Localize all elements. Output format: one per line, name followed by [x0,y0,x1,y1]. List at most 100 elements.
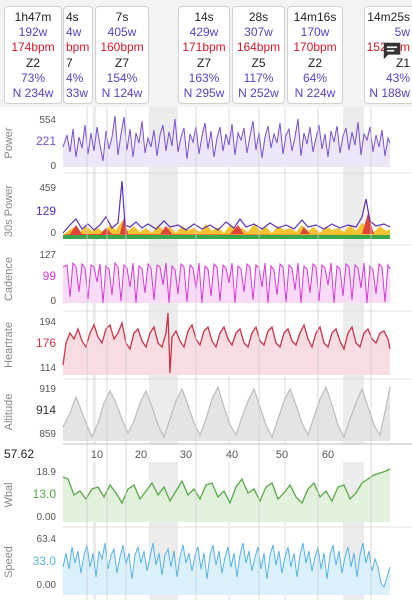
lap-normalized-power: N 224w [294,86,336,101]
lap-normalized-power: N 234w [12,86,54,101]
lap-heartrate: 171bpm [182,40,226,55]
lap-power: 170w [300,25,330,40]
lap-normalized-power: 33w [66,86,89,101]
power30-tick-max: 459 [39,183,56,194]
lap-zone: Z1 [395,55,410,70]
lap-card[interactable]: 14m16s 170w 170bpm Z2 64% N 224w [287,6,343,104]
x-axis: 57.62 10 20 30 40 50 60 [0,443,412,462]
lap-heartrate: bpm [66,40,90,55]
speed-tick-max: 63.4 [37,534,57,545]
wbal-tick-current: 13.0 [33,487,57,501]
lap-zone: Z2 [25,55,40,70]
lap-heartrate: 164bpm [236,40,281,55]
lap-card[interactable]: 1h47m 192w 174bpm Z2 73% N 234w [4,6,62,104]
lap-duration: 1h47m [14,10,52,24]
power-area [63,116,390,167]
lap-heartrate: 170bpm [293,40,337,55]
heartrate-chart[interactable]: Heartrate 194 176 114 [3,312,412,380]
x-axis-current-value: 57.62 [4,447,34,461]
heartrate-series [62,312,391,374]
heartrate-tick-max: 194 [39,317,56,328]
x-tick-label: 60 [322,449,334,461]
lap-percent: 154% [106,70,138,85]
x-tick-label: 20 [135,449,147,461]
altitude-area [63,387,390,441]
lap-power: 5w [394,25,410,40]
chat-icon[interactable] [381,40,403,62]
heartrate-axis-label: Heartrate [3,322,15,368]
power-chart[interactable]: Power 554 221 0 [3,115,412,174]
lap-zone: Z5 [251,55,266,70]
speed-chart[interactable]: Speed 63.4 33.0 0.00 [3,534,391,595]
lap-normalized-power: N 295w [183,86,225,101]
lap-power: 429w [189,25,219,40]
power30-zone-green [63,235,390,239]
power30-zone-yellow [63,221,390,235]
cadence-tick-min: 0 [50,296,56,307]
lap-percent: 117% [243,70,274,85]
lap-zone: Z2 [307,55,322,70]
altitude-tick-min: 859 [39,429,56,440]
x-tick-label: 50 [276,449,288,461]
heartrate-area [63,313,390,375]
lap-power: 192w [18,25,48,40]
power30-chart[interactable]: 30s Power 459 129 0 [3,180,412,246]
speed-tick-min: 0.00 [37,580,57,591]
wbal-chart[interactable]: Wbal 18.9 13.0 0.00 [3,467,412,528]
lap-percent: 4% [66,70,84,85]
power30-series [62,180,391,234]
lap-duration: 14m16s [293,10,337,24]
lap-zone: Z7 [114,55,129,70]
lap-duration: 7s [115,10,129,24]
lap-zone: Z7 [196,55,211,70]
lap-power: 4w [66,25,82,40]
wbal-area [63,469,390,522]
lap-normalized-power: N 252w [238,86,279,101]
lap-power: 307w [244,25,273,40]
lap-markers [86,107,372,600]
speed-series [62,542,391,589]
lap-heartrate: 174bpm [11,40,55,55]
activity-charts: Power 554 221 0 30s Power 459 129 0 Cade… [0,107,412,600]
altitude-axis-label: Altitude [3,394,15,431]
lap-duration: 4s [66,10,79,24]
lap-card[interactable]: 4s 4w bpm 7 4% 33w [63,6,93,104]
power30-axis-label: 30s Power [3,185,15,237]
x-tick-label: 40 [226,449,238,461]
power-tick-max: 554 [39,115,56,126]
lap-percent: 73% [20,70,46,85]
lap-duration: 28s [248,10,269,24]
wbal-series [62,468,391,505]
power-tick-current: 221 [36,134,56,148]
lap-duration: 14m25s [367,10,410,24]
lap-normalized-power: N 124w [101,86,143,101]
lap-duration: 14s [194,10,214,24]
power-axis-label: Power [3,127,15,159]
speed-tick-current: 33.0 [33,554,57,568]
lap-zone: 7 [66,55,73,70]
lap-card[interactable]: 28s 307w 164bpm Z5 117% N 252w [232,6,285,104]
power30-tick-current: 129 [36,204,56,218]
altitude-tick-current: 914 [36,403,56,417]
wbal-tick-min: 0.00 [37,512,57,523]
wbal-tick-max: 18.9 [37,467,57,478]
lap-summary-strip: 1h47m 192w 174bpm Z2 73% N 234w 4s 4w bp… [0,0,412,107]
lap-card[interactable]: 14s 429w 171bpm Z7 163% N 295w [178,6,230,104]
power-tick-min: 0 [50,161,56,172]
power-series [62,115,391,162]
lap-card[interactable]: 7s 405w 160bpm Z7 154% N 124w [95,6,149,104]
lap-power: 405w [107,25,137,40]
altitude-chart[interactable]: Altitude 919 914 859 [3,384,391,441]
cadence-chart[interactable]: Cadence 127 99 0 [3,250,412,312]
wbal-axis-label: Wbal [3,482,15,507]
lap-normalized-power: N 188w [369,86,410,101]
power30-tick-min: 0 [50,228,56,239]
altitude-tick-max: 919 [39,384,56,395]
lap-percent: 163% [188,70,220,85]
lap-percent: 64% [302,70,328,85]
lap-percent: 43% [385,70,410,85]
cadence-series [62,261,391,304]
cadence-tick-max: 127 [39,250,56,261]
lap-card[interactable]: 14m25s 5w 152bpm Z1 43% N 188w [364,6,412,104]
x-tick-label: 10 [91,449,103,461]
